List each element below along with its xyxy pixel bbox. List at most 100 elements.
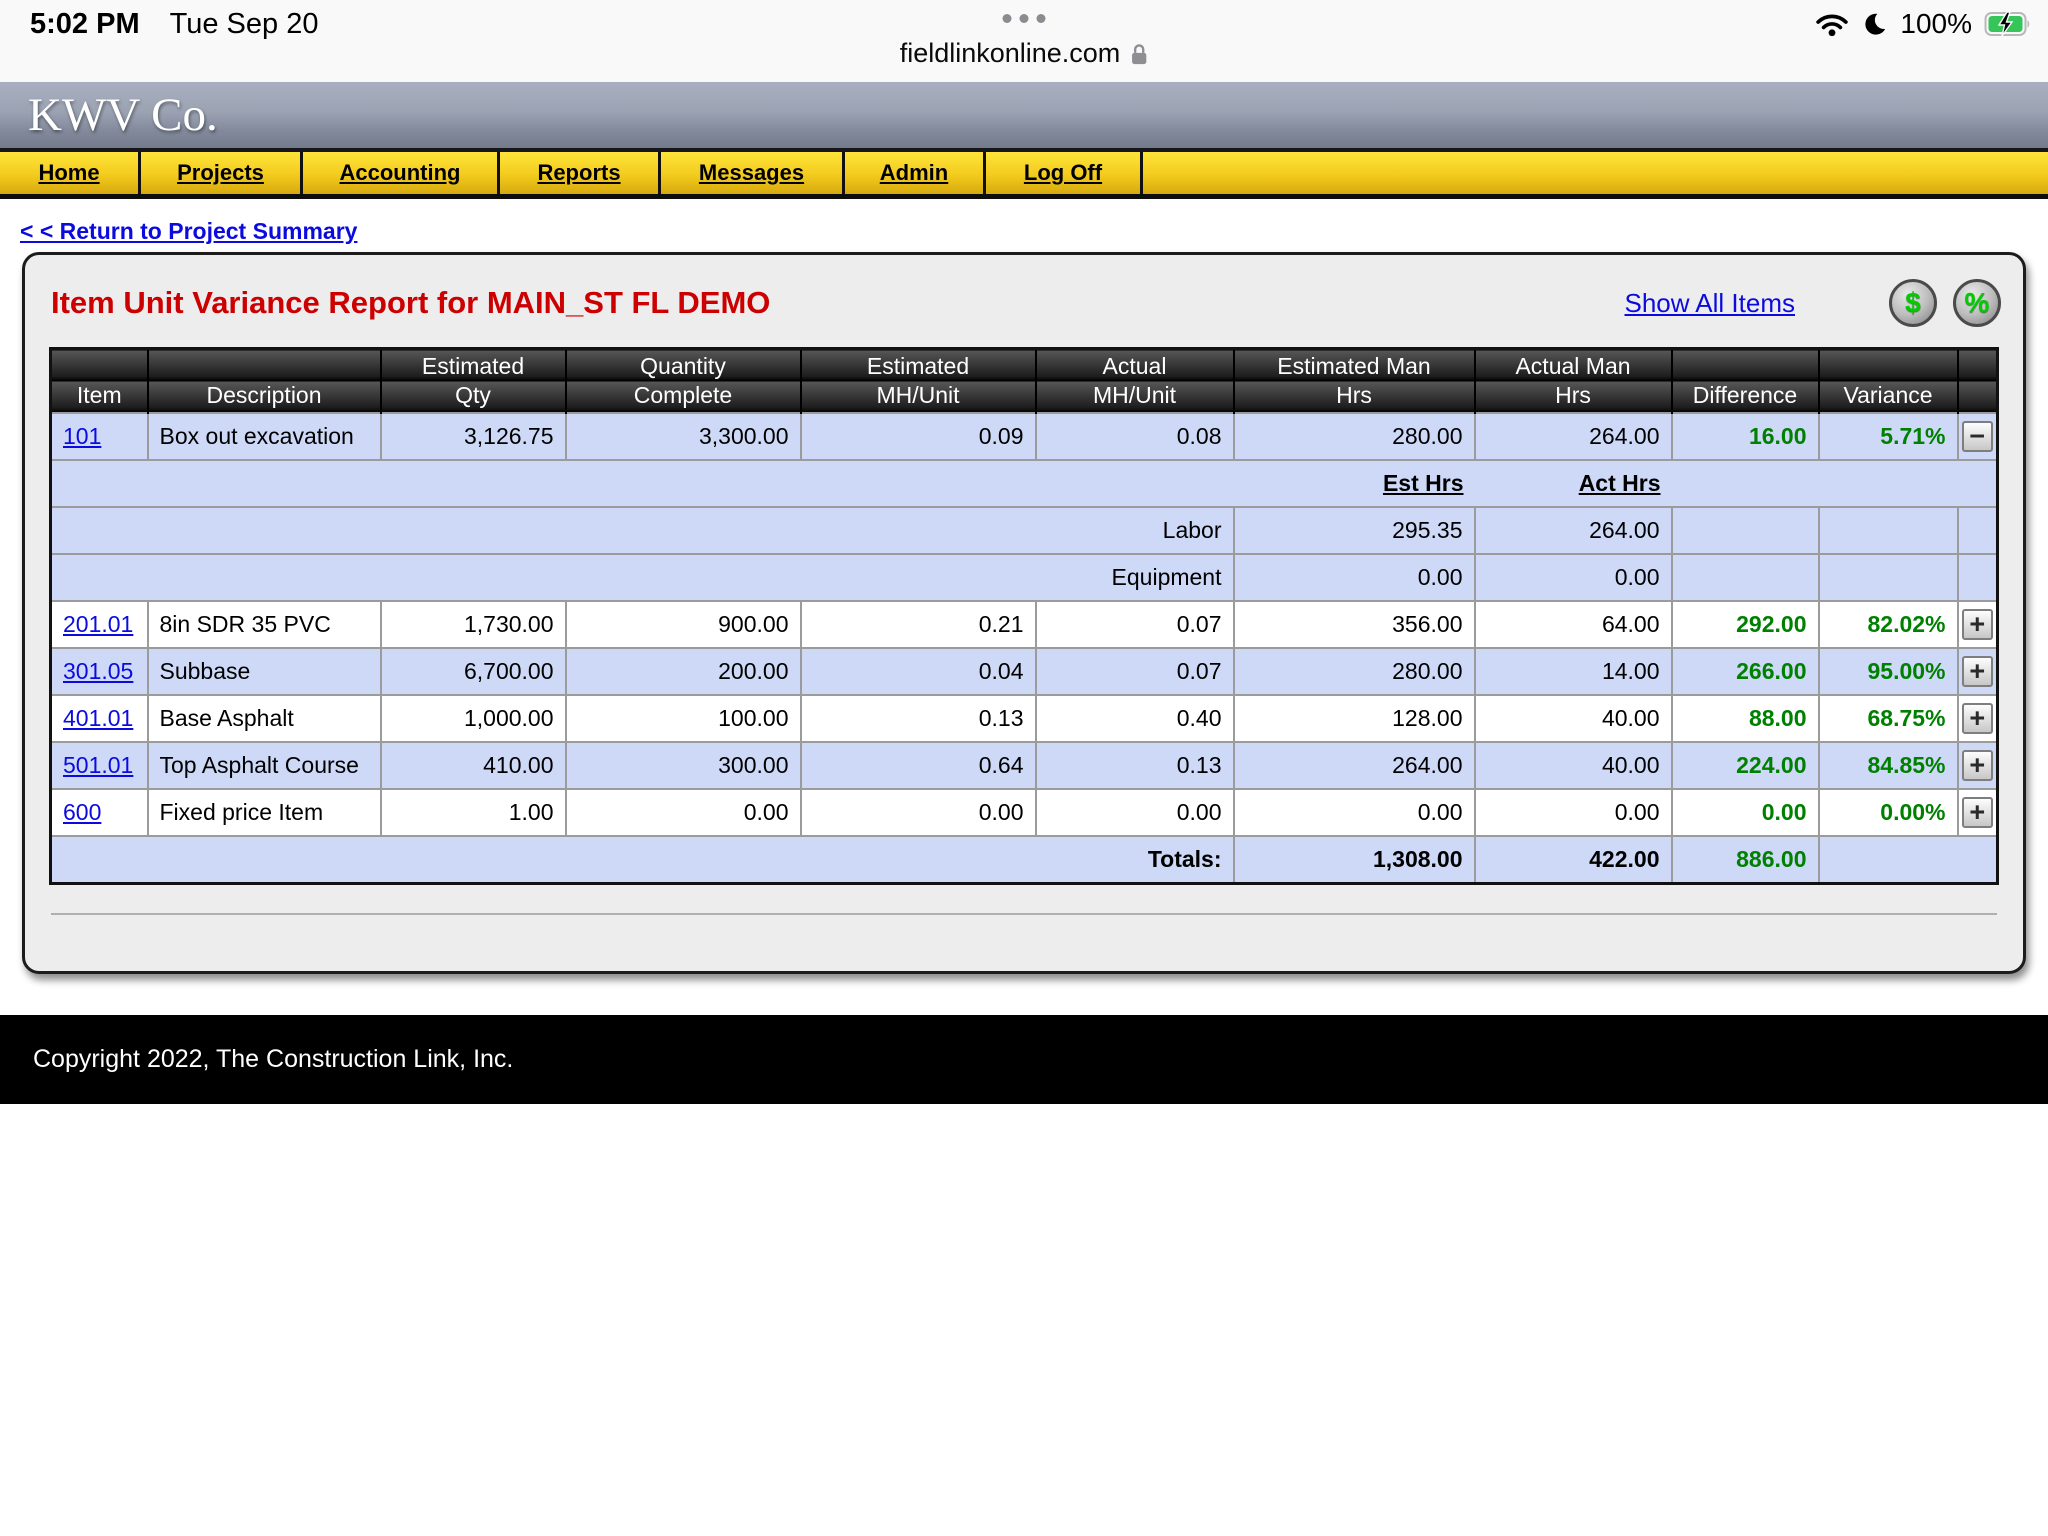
cell-est-qty: 1,730.00 [379, 600, 567, 649]
equipment-est-hrs: 0.00 [1232, 553, 1476, 602]
cell-expander: + [1956, 647, 1999, 696]
cell-difference: 292.00 [1670, 600, 1820, 649]
cell-est-qty: 1.00 [379, 788, 567, 837]
empty-cell [1817, 553, 1959, 602]
cell-est-mh-unit: 0.21 [799, 600, 1037, 649]
cell-est-mh-unit: 0.64 [799, 741, 1037, 790]
cell-description: Base Asphalt [146, 694, 382, 743]
expand-item-button[interactable]: + [1961, 750, 1993, 781]
cell-qty-complete: 900.00 [564, 600, 802, 649]
cell-variance: 0.00% [1817, 788, 1959, 837]
dollar-view-button[interactable]: $ [1889, 279, 1937, 327]
col-header-expander [1957, 348, 1999, 413]
est-hrs-subheader: Est Hrs [1233, 459, 1475, 508]
expand-item-button[interactable]: + [1961, 609, 1993, 640]
cell-expander: + [1956, 600, 1999, 649]
cell-description: Top Asphalt Course [146, 741, 382, 790]
url-text: fieldlinkonline.com [899, 38, 1121, 68]
expand-item-button[interactable]: + [1961, 703, 1993, 734]
col-header-estimated-man-hrs: Estimated Man Hrs [1233, 348, 1476, 413]
item-link-301-05[interactable]: 301.05 [63, 658, 134, 684]
cell-description: Fixed price Item [146, 788, 382, 837]
cell-qty-complete: 0.00 [564, 788, 802, 837]
cell-description: Subbase [146, 647, 382, 696]
nav-item-messages[interactable]: Messages [661, 152, 845, 194]
cell-est-mh-unit: 0.09 [799, 412, 1037, 461]
totals-difference: 886.00 [1670, 835, 1820, 885]
cell-est-man-hrs: 356.00 [1232, 600, 1476, 649]
nav-item-home[interactable]: Home [0, 152, 141, 194]
detail-spacer [49, 459, 1234, 508]
col-header-quantity-complete: Quantity Complete [565, 348, 802, 413]
company-name: KWV Co. [28, 89, 218, 141]
cell-est-man-hrs: 280.00 [1232, 412, 1476, 461]
battery-percent: 100% [1900, 8, 1972, 39]
nav-item-admin[interactable]: Admin [845, 152, 986, 194]
nav-item-reports[interactable]: Reports [500, 152, 661, 194]
cell-difference: 224.00 [1670, 741, 1820, 790]
totals-est-man-hrs: 1,308.00 [1232, 835, 1476, 885]
main-nav: Home Projects Accounting Reports Message… [0, 152, 2048, 199]
col-header-description: Description [147, 348, 382, 413]
item-link-401-01[interactable]: 401.01 [63, 705, 134, 731]
cell-item: 301.05 [49, 647, 149, 696]
report-panel: Item Unit Variance Report for MAIN_ST FL… [22, 252, 2026, 974]
cell-difference: 16.00 [1670, 412, 1820, 461]
cell-est-man-hrs: 280.00 [1232, 647, 1476, 696]
cell-act-mh-unit: 0.00 [1034, 788, 1235, 837]
percent-view-button[interactable]: % [1953, 279, 2001, 327]
cell-description: 8in SDR 35 PVC [146, 600, 382, 649]
cell-variance: 95.00% [1817, 647, 1959, 696]
site-footer: Copyright 2022, The Construction Link, I… [0, 1015, 2048, 1104]
cell-act-man-hrs: 64.00 [1473, 600, 1673, 649]
equipment-label: Equipment [49, 553, 1235, 602]
cell-variance: 84.85% [1817, 741, 1959, 790]
table-row-600: 600 Fixed price Item 1.00 0.00 0.00 0.00… [49, 788, 1999, 837]
table-header-row: Item Description Estimated Qty Quantity Co… [50, 348, 1999, 413]
detail-subheader-row: Est Hrs Act Hrs [49, 459, 1999, 508]
address-bar[interactable]: fieldlinkonline.com [900, 38, 1149, 69]
cell-act-mh-unit: 0.07 [1034, 647, 1235, 696]
cell-description: Box out excavation [146, 412, 382, 461]
cell-est-mh-unit: 0.04 [799, 647, 1037, 696]
expand-item-button[interactable]: + [1961, 797, 1993, 828]
return-to-project-summary-link[interactable]: < < Return to Project Summary [20, 218, 358, 244]
empty-cell [1817, 835, 1999, 885]
wifi-icon [1815, 11, 1849, 37]
collapse-item-button[interactable]: − [1961, 421, 1993, 452]
page-options-icon[interactable] [1002, 14, 1046, 23]
expand-item-button[interactable]: + [1961, 656, 1993, 687]
cell-est-qty: 1,000.00 [379, 694, 567, 743]
cell-act-mh-unit: 0.40 [1034, 694, 1235, 743]
focus-moon-icon [1861, 11, 1888, 38]
col-header-actual-man-hrs: Actual Man Hrs [1474, 348, 1673, 413]
cell-expander: − [1956, 412, 1999, 461]
cell-qty-complete: 300.00 [564, 741, 802, 790]
copyright-text: Copyright 2022, The Construction Link, I… [33, 1045, 514, 1073]
item-link-501-01[interactable]: 501.01 [63, 752, 134, 778]
nav-item-projects[interactable]: Projects [141, 152, 303, 194]
lock-icon [1129, 42, 1148, 66]
cell-qty-complete: 100.00 [564, 694, 802, 743]
cell-act-mh-unit: 0.13 [1034, 741, 1235, 790]
detail-equipment-row: Equipment 0.00 0.00 [49, 553, 1999, 602]
cell-act-man-hrs: 0.00 [1473, 788, 1673, 837]
equipment-act-hrs: 0.00 [1473, 553, 1673, 602]
cell-est-mh-unit: 0.00 [799, 788, 1037, 837]
item-link-201-01[interactable]: 201.01 [63, 611, 134, 637]
nav-item-accounting[interactable]: Accounting [303, 152, 500, 194]
show-all-items-link[interactable]: Show All Items [1624, 287, 1795, 318]
cell-act-man-hrs: 14.00 [1473, 647, 1673, 696]
report-title: Item Unit Variance Report for MAIN_ST FL… [51, 285, 771, 320]
table-row-501-01: 501.01 Top Asphalt Course 410.00 300.00 … [49, 741, 1999, 790]
detail-spacer [1671, 459, 1999, 508]
cell-difference: 266.00 [1670, 647, 1820, 696]
item-link-101[interactable]: 101 [63, 423, 102, 449]
table-row-201-01: 201.01 8in SDR 35 PVC 1,730.00 900.00 0.… [49, 600, 1999, 649]
act-hrs-subheader: Act Hrs [1474, 459, 1672, 508]
cell-variance: 82.02% [1817, 600, 1959, 649]
cell-expander: + [1956, 694, 1999, 743]
empty-cell [1956, 553, 1999, 602]
item-link-600[interactable]: 600 [63, 799, 102, 825]
nav-item-logoff[interactable]: Log Off [986, 152, 1143, 194]
